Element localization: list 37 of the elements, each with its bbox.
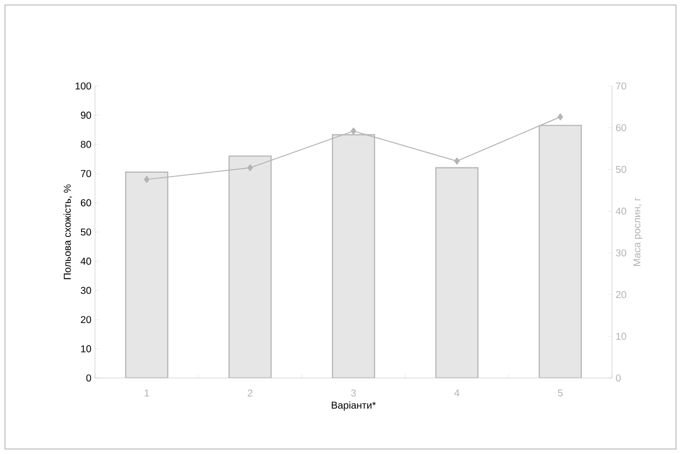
point (247, 164, 253, 172)
y-tick-label: 30 (80, 286, 92, 294)
point (350, 128, 356, 135)
bar (435, 167, 478, 378)
y-tick-label: 70 (80, 170, 92, 178)
y2-tick-label: 20 (616, 291, 626, 298)
y2-tick-label: 70 (616, 82, 626, 90)
x-tick-label: 3 (351, 389, 356, 397)
y-tick-label: 60 (80, 199, 92, 206)
point (144, 176, 150, 183)
x-tick-label: 2 (248, 389, 252, 396)
x-tick-label: 4 (454, 389, 460, 396)
y-tick-label: 0 (86, 374, 92, 382)
bar (228, 155, 272, 378)
y-tick-label: 20 (80, 316, 92, 324)
bar (332, 134, 376, 378)
x-tick-label: 5 (558, 389, 563, 396)
bar (125, 172, 168, 378)
y2-axis-title: Маса рослин, г (633, 198, 642, 266)
y-tick-label: 40 (80, 258, 92, 265)
y2-tick-label: 50 (616, 166, 626, 173)
y-tick-label: 10 (81, 345, 92, 352)
bar (538, 124, 582, 378)
point (558, 113, 564, 120)
y-tick-label: 50 (80, 228, 92, 236)
y-axis-title: Польова схожість, % (64, 184, 72, 280)
y2-tick-label: 10 (616, 332, 626, 340)
y-tick-label: 80 (80, 140, 92, 148)
y-tick-label: 90 (80, 112, 92, 119)
y2-tick-label: 0 (616, 374, 621, 382)
y2-tick-label: 40 (616, 208, 626, 215)
x-axis-title: Варіанти* (332, 401, 376, 411)
y-tick-label: 100 (76, 82, 92, 90)
y2-tick-label: 60 (616, 124, 626, 132)
y2-tick-label: 30 (616, 249, 626, 256)
x-tick-label: 1 (144, 389, 149, 396)
point (454, 158, 460, 165)
